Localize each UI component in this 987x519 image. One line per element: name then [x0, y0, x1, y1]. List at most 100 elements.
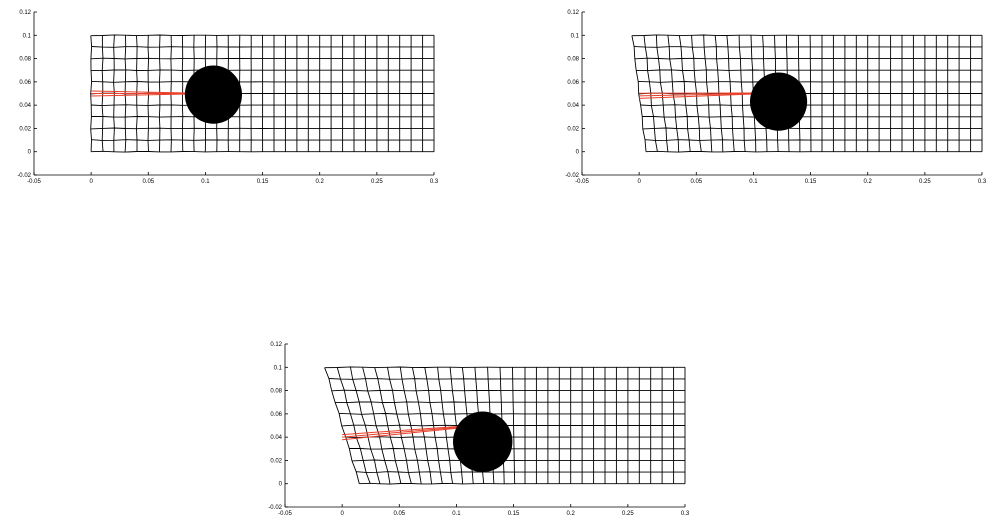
mesh-row-line: [339, 412, 685, 415]
mesh-row-line: [634, 46, 982, 48]
x-tick-label: 0.15: [508, 511, 520, 517]
y-tick-label: 0.06: [270, 412, 282, 418]
x-tick-label: 0.15: [257, 179, 269, 185]
crack-line: [91, 90, 189, 94]
x-tick-label: 0.2: [864, 179, 873, 185]
x-tick-label: 0.3: [978, 179, 987, 185]
crack-line: [639, 93, 754, 97]
refined-disk-top-left: [184, 65, 242, 124]
mesh-col-line: [411, 367, 433, 484]
mesh-row-line: [642, 116, 982, 118]
y-tick-label: 0.12: [270, 342, 282, 348]
y-tick-label: 0.04: [567, 103, 579, 109]
mesh-col-line: [336, 367, 371, 484]
y-tick-label: 0.02: [567, 126, 579, 132]
panel-top-left: -0.05 0 0.05 0.1 0.15 0.2 0.25 0.3 -0.02 0 0.02 0.0…: [17, 10, 439, 185]
mesh-col-line: [678, 35, 691, 152]
axes-top-left: [33, 12, 434, 176]
mesh-row-line: [640, 104, 982, 107]
mesh-row-line: [642, 127, 982, 130]
mesh-col-line: [387, 367, 412, 484]
x-tick-label: 0.25: [371, 179, 383, 185]
x-tick-label: 0.05: [690, 179, 702, 185]
y-tick-label: 0.1: [571, 33, 580, 39]
mesh-col-line: [667, 35, 680, 153]
y-tick-label: 0.06: [567, 80, 579, 86]
x-tick-label: -0.05: [27, 179, 41, 185]
y-tick-label: 0.12: [567, 10, 579, 16]
mesh-row-line: [351, 459, 685, 462]
x-tick-label: 0: [89, 179, 93, 185]
mesh-row-line: [356, 471, 685, 473]
y-tick-label: -0.02: [268, 505, 282, 511]
y-tick-label: 0.08: [19, 57, 31, 63]
mesh-bottom-center: [324, 366, 686, 485]
y-tick-label: -0.02: [17, 173, 31, 179]
mesh-row-line: [644, 139, 982, 141]
mesh-col-line: [437, 367, 454, 484]
y-tick-label: 0.02: [270, 458, 282, 464]
x-tick-label: 0.25: [919, 179, 931, 185]
mesh-row-line: [631, 34, 982, 37]
refined-disk-top-right: [750, 72, 808, 131]
mesh-row-line: [359, 482, 685, 485]
mesh-col-line: [324, 367, 360, 484]
y-tick-label: 0.08: [567, 57, 579, 63]
mesh-col-line: [809, 35, 812, 152]
x-tick-label: -0.05: [575, 179, 589, 185]
crack-line: [91, 93, 189, 97]
x-tick-label: 0.1: [749, 179, 758, 185]
axes-top-right: [581, 12, 982, 176]
panel-top-right: -0.05 0 0.05 0.1 0.15 0.2 0.25 0.3 -0.02 0 0.02 0.0…: [565, 10, 987, 185]
x-tick-label: 0.15: [805, 179, 817, 185]
x-tick-label: 0.3: [681, 511, 690, 517]
crack-line: [342, 425, 480, 438]
mesh-row-line: [324, 366, 685, 369]
y-tick-label: 0: [28, 150, 32, 156]
mesh-row-line: [636, 69, 982, 72]
mesh-top-left: [90, 34, 435, 153]
x-tick-label: 0.05: [393, 511, 405, 517]
axes-bottom-center: [284, 344, 685, 508]
crack-line: [342, 424, 480, 436]
mesh-col-line: [424, 367, 443, 484]
x-tick-label: 0.1: [201, 179, 210, 185]
y-tick-label: 0.04: [19, 103, 31, 109]
mesh-row-line: [335, 401, 685, 404]
mesh-col-line: [512, 367, 516, 484]
mesh-col-line: [399, 366, 422, 484]
mesh-row-line: [634, 57, 982, 60]
crack-top-left: [91, 90, 189, 97]
y-tick-label: 0.1: [274, 365, 283, 371]
mesh-col-line: [449, 367, 464, 484]
y-tick-label: 0.06: [19, 80, 31, 86]
panel-bottom-center: -0.05 0 0.05 0.1 0.15 0.2 0.25 0.3 -0.02 0 0.02 0.0…: [268, 342, 690, 517]
mesh-col-line: [349, 366, 381, 484]
y-tick-label: 0.04: [270, 435, 282, 441]
x-tick-label: 0.05: [142, 179, 154, 185]
x-tick-label: 0.2: [316, 179, 325, 185]
y-tick-label: 0.1: [23, 33, 32, 39]
x-tick-label: 0.3: [430, 179, 439, 185]
crack-top-right: [639, 92, 754, 99]
y-tick-label: 0: [279, 482, 283, 488]
mesh-row-line: [345, 436, 685, 439]
mesh-col-line: [631, 35, 647, 152]
x-tick-label: 0.2: [567, 511, 576, 517]
mesh-col-line: [374, 367, 402, 484]
y-tick-label: 0: [576, 150, 580, 156]
x-tick-label: 0: [340, 511, 344, 517]
y-tick-label: -0.02: [565, 173, 579, 179]
mesh-row-line: [328, 378, 685, 380]
x-tick-label: 0.25: [622, 511, 634, 517]
mesh-col-line: [362, 367, 391, 485]
mesh-row-line: [645, 150, 982, 153]
x-tick-label: 0.1: [452, 511, 461, 517]
mesh-col-line: [90, 35, 93, 152]
mesh-row-line: [349, 448, 685, 450]
y-tick-label: 0.12: [19, 10, 31, 16]
x-tick-label: -0.05: [278, 511, 292, 517]
refined-disk-bottom-center: [453, 411, 513, 473]
y-tick-label: 0.08: [270, 389, 282, 395]
